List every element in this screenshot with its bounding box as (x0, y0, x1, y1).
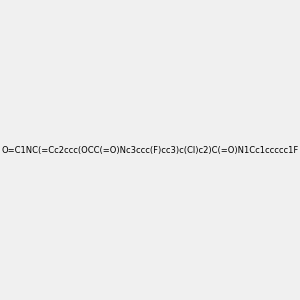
Text: O=C1NC(=Cc2ccc(OCC(=O)Nc3ccc(F)cc3)c(Cl)c2)C(=O)N1Cc1ccccc1F: O=C1NC(=Cc2ccc(OCC(=O)Nc3ccc(F)cc3)c(Cl)… (2, 146, 298, 154)
